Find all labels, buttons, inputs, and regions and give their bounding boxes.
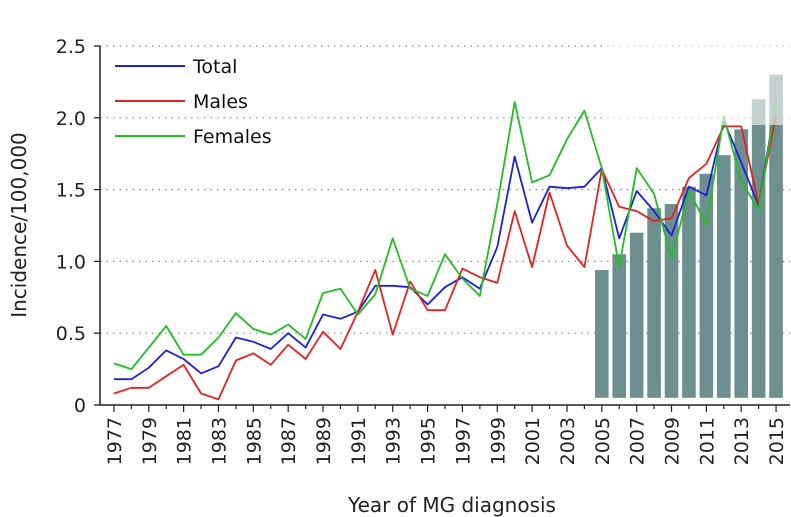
x-tick-label-1985: 1985 xyxy=(243,417,265,465)
x-tick-label-1977: 1977 xyxy=(104,417,126,465)
y-tick-label-3: 1.5 xyxy=(56,180,86,202)
x-tick-label-1993: 1993 xyxy=(383,417,405,465)
legend-label-females: Females xyxy=(193,126,272,148)
x-tick-label-2003: 2003 xyxy=(557,417,579,465)
series-line-females xyxy=(113,100,777,371)
bar-2011 xyxy=(699,173,714,398)
x-tick-label-1991: 1991 xyxy=(348,417,370,465)
bar-2014 xyxy=(751,99,766,398)
x-tick-label-1995: 1995 xyxy=(418,417,440,465)
y-tick-label-0: 0 xyxy=(74,395,86,417)
fade-overlay xyxy=(607,36,790,125)
bar-2015 xyxy=(769,74,783,398)
x-tick-label-1979: 1979 xyxy=(139,417,161,465)
y-tick-label-5: 2.5 xyxy=(56,36,86,58)
bar-2006 xyxy=(612,254,627,398)
legend: Total Males Females xyxy=(115,56,272,148)
series-line-males xyxy=(113,114,777,401)
axes: 0 0.5 1.0 1.5 2.0 2.5 1977 1979 1981 1983 1985 1987… xyxy=(56,36,790,465)
x-tick-label-2005: 2005 xyxy=(592,417,614,465)
x-tick-label-1997: 1997 xyxy=(452,417,474,465)
series-lines xyxy=(113,100,777,401)
y-tick-label-4: 2.0 xyxy=(56,108,86,130)
y-tick-label-1: 0.5 xyxy=(56,323,86,345)
x-tick-label-2015: 2015 xyxy=(766,417,788,465)
bar-2009 xyxy=(664,203,679,398)
x-tick-label-2009: 2009 xyxy=(662,417,684,465)
x-tick-label-1983: 1983 xyxy=(208,417,230,465)
bar-2007 xyxy=(629,232,644,398)
x-tick-label-1989: 1989 xyxy=(313,417,335,465)
x-tick-label-2007: 2007 xyxy=(627,417,649,465)
x-tick-label-1981: 1981 xyxy=(174,417,196,465)
bar-2012 xyxy=(716,155,731,398)
x-tick-label-2013: 2013 xyxy=(731,417,753,465)
y-axis-title: Incidence/100,000 xyxy=(7,132,31,318)
series-line-total xyxy=(113,100,777,381)
y-tick-label-2: 1.0 xyxy=(56,251,86,273)
x-tick-label-2001: 2001 xyxy=(522,417,544,465)
fade-region xyxy=(607,36,790,125)
bar-2010 xyxy=(682,186,696,398)
bar-2013 xyxy=(734,129,749,398)
x-tick-label-1999: 1999 xyxy=(487,417,509,465)
bar-2005 xyxy=(595,270,609,398)
grid-lines xyxy=(100,45,790,334)
bar-2008 xyxy=(647,208,661,398)
x-tick-label-2011: 2011 xyxy=(696,417,718,465)
legend-label-total: Total xyxy=(192,56,237,78)
x-tick-label-1987: 1987 xyxy=(278,417,300,465)
x-axis-title: Year of MG diagnosis xyxy=(347,493,556,517)
legend-label-males: Males xyxy=(193,91,248,113)
bar-overlay xyxy=(595,74,783,398)
